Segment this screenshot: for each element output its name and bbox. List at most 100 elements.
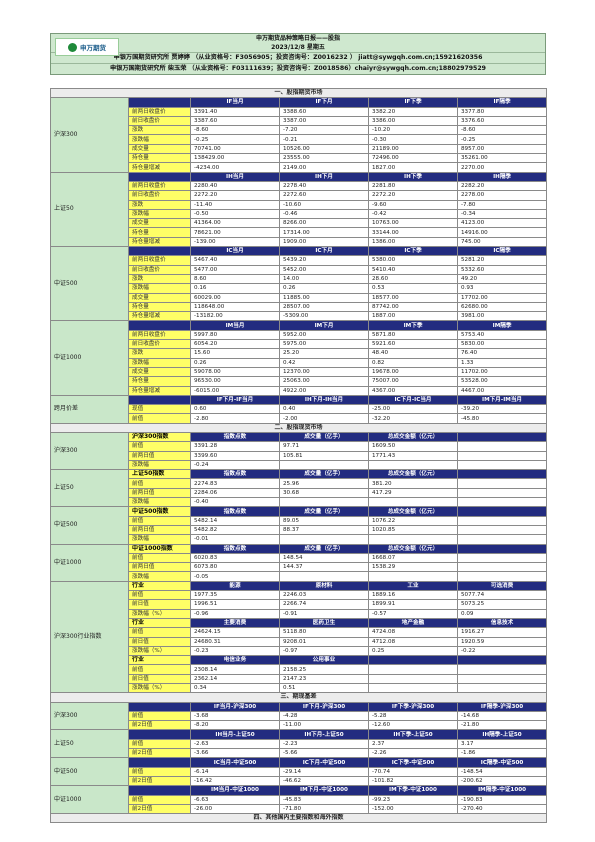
row-label: 前两日值 [128,524,191,536]
value-cell: -0.96 [190,608,280,619]
value-cell: 28.60 [368,273,458,285]
empty-cell [456,487,548,499]
data-row: 持仓量增减 -139.00 1909.00 1386.00 745.00 [51,236,548,248]
column-header: IF下季 [368,97,458,108]
column-header: IC下季 [368,246,458,257]
value-cell: -5309.00 [279,311,369,322]
value-cell: 3391.28 [190,441,280,452]
header-row: 上证50 上证50指数 指数点数 成交量（亿手） 总成交金额（亿元） [50,469,548,508]
value-cell: 6073.80 [190,562,280,573]
empty-cell [456,534,548,545]
data-row: 前日值 2362.14 2147.23 [51,673,548,685]
column-header: IC下季-中证500 [368,757,458,768]
value-cell: -2.80 [190,413,280,424]
value-cell: 2149.00 [279,162,369,173]
value-cell: 59078.00 [190,366,280,378]
column-header: IC下月 [279,246,369,257]
value-cell: 72496.00 [368,153,458,164]
value-cell: 0.51 [279,682,369,694]
value-cell: 5753.40 [456,329,548,341]
column-header: 主要消费 [190,617,280,629]
value-cell: 23555.00 [279,153,369,164]
value-cell: 8.60 [190,273,280,285]
section-title: 三、期现基差 [49,692,548,703]
data-row: 前值 24624.15 5118.80 4724.08 1916.27 [51,627,548,638]
value-cell: 4724.08 [368,627,458,638]
value-cell: -0.42 [368,208,458,220]
value-cell: -2.63 [190,738,280,750]
value-cell: -2.26 [368,748,458,759]
empty-cell [456,441,548,452]
row-label: 持仓量 [128,227,191,238]
value-cell: 0.25 [368,645,458,657]
row-label: 中证500指数 [128,506,191,517]
value-cell: -0.50 [190,208,280,220]
value-cell: 0.34 [190,682,280,694]
value-cell: 21189.00 [368,143,458,155]
row-label [128,97,191,108]
row-label: 行业 [128,580,191,592]
value-cell: 5439.20 [279,255,369,266]
value-cell: 5871.80 [368,329,458,341]
logo-mark [68,42,77,52]
header-row: 上证50 IH当月 IH下月 IH下季 IH隔季 [50,171,548,248]
value-cell: 381.20 [368,478,458,489]
value-cell: 2274.83 [190,478,280,489]
row-label: 中证1000指数 [128,543,191,554]
value-cell: -0.46 [279,208,369,220]
value-cell: 138429.00 [190,153,280,164]
data-row: 前值 -6.63 -45.83 -99.23 -190.83 [51,794,548,805]
value-cell: 12370.00 [279,366,369,378]
value-cell: -5.28 [368,710,458,722]
column-header: IH当月-上证50 [190,729,280,740]
value-cell: 417.29 [368,487,458,499]
author-line: 申银万国期货研究所 贾婷婷 （从业资格号：F3056905；投资咨询号：Z001… [51,52,545,63]
author-line: 申银万国期货研究所 柴玉荣 （从业资格号：F03111639；投资咨询号：Z00… [51,63,545,74]
value-cell: -7.80 [456,199,548,210]
column-header: 指数点数 [190,431,280,443]
row-label: 涨跌幅 [128,534,191,545]
row-label: 前值 [128,441,191,452]
column-header: IH当月 [190,171,280,182]
value-cell: 6054.20 [190,338,280,350]
value-cell: 2.37 [368,738,458,750]
data-row: 前值 1977.35 2246.03 1889.16 5077.74 [51,590,548,601]
value-cell: 0.26 [279,283,369,294]
value-cell: 14916.00 [456,227,548,238]
value-cell: -71.80 [279,803,369,815]
row-label: 前两日值 [128,487,191,499]
value-cell: 1771.43 [368,450,458,461]
value-cell: -2.23 [279,738,369,750]
empty-cell [279,459,369,471]
value-cell: 105.81 [279,450,369,461]
row-label: 成交量 [128,292,191,303]
empty-cell [456,478,548,489]
value-cell: 3388.60 [279,106,369,117]
row-label [128,757,191,768]
value-cell: 0.16 [190,283,280,294]
block-label: 上证50 [50,469,129,508]
value-cell: -9.60 [368,199,458,210]
row-label: 涨跌 [128,125,191,136]
row-label: 沪深300指数 [128,431,191,443]
header-row: 上证50 IH当月-上证50 IH下月-上证50 IH下季-上证50 IH隔季-上证50 [50,729,548,759]
empty-cell [279,497,369,508]
value-cell: 75007.00 [368,376,458,387]
data-row: 涨跌幅（%） -0.23 -0.97 0.25 -0.22 [51,645,548,657]
column-header: 工业 [368,580,458,592]
column-header: 总成交金额（亿元） [368,431,458,443]
value-cell: 8957.00 [456,143,548,155]
column-header: 信息技术 [456,617,548,629]
value-cell: 5073.25 [456,599,548,610]
data-row: 前值 -3.68 -4.28 -5.28 -14.68 [51,710,548,722]
value-cell: 9208.01 [279,636,369,647]
value-cell: 1538.29 [368,562,458,573]
value-cell: 2272.20 [368,190,458,201]
row-label: 上证50指数 [128,469,191,480]
block-label: 沪深300行业指数 [50,580,129,694]
column-header: IF当月-沪深300 [190,701,280,712]
column-header: 指数点数 [190,543,280,554]
data-row: 涨跌 -11.40 -10.60 -9.60 -7.80 [51,199,548,210]
value-cell: 5921.60 [368,338,458,350]
